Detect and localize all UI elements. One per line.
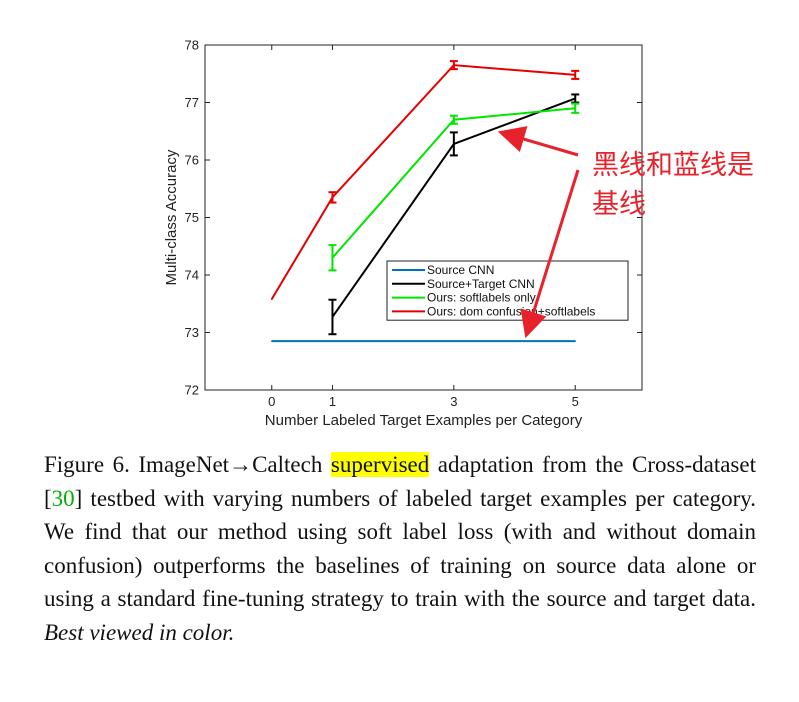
caption-italic: Best viewed in color.	[44, 619, 235, 645]
legend-label: Ours: softlabels only	[427, 291, 536, 305]
legend-label: Source+Target CNN	[427, 277, 535, 291]
y-tick-label: 73	[185, 325, 199, 340]
series-line	[270, 64, 576, 300]
caption-part3: ] testbed with varying numbers of labele…	[44, 485, 756, 612]
y-tick-label: 74	[185, 268, 199, 283]
annotation: 黑线和蓝线是 基线	[497, 126, 754, 339]
y-tick-label: 75	[185, 210, 199, 225]
series-2	[328, 102, 580, 272]
data-point	[270, 340, 273, 342]
legend-label: Source CNN	[427, 263, 494, 277]
data-point	[270, 298, 273, 300]
series-line	[331, 107, 576, 259]
series-layer	[270, 60, 580, 343]
caption-highlight: supervised	[330, 452, 430, 477]
caption-part1: Figure 6. ImageNet→Caltech	[44, 452, 331, 477]
annotation-arrow-lower	[520, 169, 580, 339]
x-tick-label: 3	[450, 394, 457, 409]
x-axis-label: Number Labeled Target Examples per Categ…	[265, 412, 583, 429]
y-tick-label: 77	[185, 95, 199, 110]
caption-citation-link[interactable]: 30	[51, 485, 75, 511]
axes: 72 73 74 75 76 77 78 0 1 3 5 Number Labeled Target …	[163, 38, 643, 429]
annotation-arrow-upper	[497, 126, 579, 157]
y-tick-label: 72	[185, 383, 199, 398]
annotation-text-line2: 基线	[592, 189, 646, 220]
series-1	[328, 93, 580, 336]
y-axis-label: Multi-class Accuracy	[163, 149, 180, 285]
annotation-text-line1: 黑线和蓝线是	[592, 150, 754, 181]
caption-part2: adaptation from the Cross-dataset [	[44, 452, 756, 511]
accuracy-chart: 72 73 74 75 76 77 78 0 1 3 5 Number Labeled Target …	[163, 38, 754, 430]
data-point	[574, 340, 577, 342]
x-tick-label: 0	[268, 394, 275, 409]
series-0	[270, 340, 577, 343]
series-3	[270, 60, 580, 300]
y-tick-label: 76	[185, 153, 199, 168]
legend-label: Ours: dom confusion+softlabels	[427, 304, 595, 318]
y-tick-label: 78	[185, 38, 199, 53]
legend-box	[386, 260, 629, 321]
x-tick-label: 5	[572, 394, 579, 409]
figure-caption: Figure 6. ImageNet→Caltech supervised ad…	[44, 448, 756, 649]
x-tick-label: 1	[329, 394, 336, 409]
